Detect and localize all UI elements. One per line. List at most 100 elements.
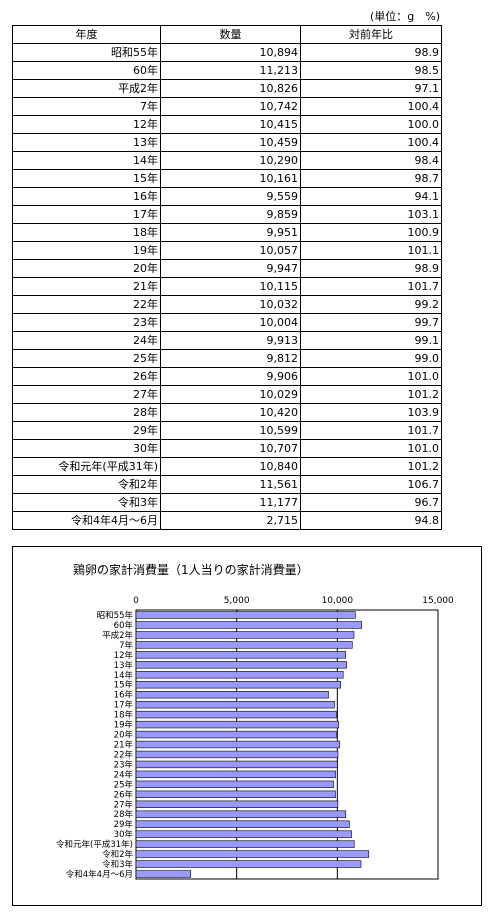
cell-year: 7年: [12, 97, 161, 116]
cell-quantity: 10,742: [160, 97, 301, 116]
bar: [135, 790, 336, 799]
table-row: 25年 9,812 99.0: [12, 349, 442, 368]
cell-year: 16年: [12, 187, 161, 206]
category-label: 30年: [114, 829, 134, 840]
category-label: 令和元年(平成31年): [56, 839, 133, 850]
cell-quantity: 9,947: [160, 259, 301, 278]
bar: [135, 681, 341, 689]
cell-ratio: 94.8: [300, 511, 442, 530]
cell-ratio: 100.9: [300, 223, 442, 242]
table-row: 60年 11,213 98.5: [12, 61, 442, 80]
category-label: 平成2年: [102, 630, 133, 641]
bar: [135, 641, 353, 649]
table-row: 28年 10,420 103.9: [12, 403, 442, 422]
cell-ratio: 94.1: [300, 187, 442, 206]
table-header-row: 年度 数量 対前年比: [12, 25, 442, 44]
cell-ratio: 101.2: [300, 457, 442, 476]
table-row: 令和3年 11,177 96.7: [12, 493, 442, 512]
x-tick-label: 15,000: [422, 596, 454, 606]
cell-ratio: 100.4: [300, 97, 442, 116]
cell-year: 令和元年(平成31年): [12, 457, 161, 476]
bar: [135, 820, 350, 828]
cell-ratio: 100.0: [300, 115, 442, 134]
cell-year: 平成2年: [12, 79, 161, 98]
category-label: 令和2年: [102, 849, 133, 860]
cell-ratio: 98.9: [300, 43, 442, 62]
cell-year: 22年: [12, 295, 161, 314]
table-row: 16年 9,559 94.1: [12, 187, 442, 206]
cell-year: 28年: [12, 403, 161, 422]
table-row: 27年 10,029 101.2: [12, 385, 442, 404]
table-row: 令和4年4月～6月 2,715 94.8: [12, 511, 442, 530]
bar: [135, 830, 352, 838]
cell-year: 令和2年: [12, 475, 161, 494]
cell-quantity: 10,840: [160, 457, 301, 476]
cell-quantity: 10,459: [160, 133, 301, 152]
bar: [135, 631, 355, 639]
table-row: 22年 10,032 99.2: [12, 295, 442, 314]
bar: [135, 651, 346, 659]
cell-quantity: 11,561: [160, 475, 301, 494]
header-ratio: 対前年比: [300, 25, 442, 44]
table-row: 15年 10,161 98.7: [12, 169, 442, 188]
cell-ratio: 100.4: [300, 133, 442, 152]
x-tick-label: 10,000: [322, 596, 354, 606]
category-label: 13年: [114, 660, 134, 671]
table-row: 17年 9,859 103.1: [12, 205, 442, 224]
cell-year: 13年: [12, 133, 161, 152]
table-row: 18年 9,951 100.9: [12, 223, 442, 242]
cell-ratio: 101.7: [300, 421, 442, 440]
table-body: 昭和55年 10,894 98.9 60年 11,213 98.5 平成2年 10,826 97…: [12, 43, 442, 530]
cell-year: 令和4年4月～6月: [12, 511, 161, 530]
bar: [135, 810, 347, 818]
cell-year: 60年: [12, 61, 161, 80]
cell-year: 15年: [12, 169, 161, 188]
category-label: 令和4年4月～6月: [66, 869, 133, 880]
category-label: 19年: [114, 720, 134, 731]
cell-ratio: 101.1: [300, 241, 442, 260]
table-row: 24年 9,913 99.1: [12, 331, 442, 350]
category-label: 25年: [114, 779, 134, 790]
cell-year: 27年: [12, 385, 161, 404]
table-row: 令和2年 11,561 106.7: [12, 475, 442, 494]
category-label: 15年: [114, 680, 134, 691]
category-label: 昭和55年: [97, 610, 134, 621]
header-quantity: 数量: [160, 25, 301, 44]
cell-quantity: 10,415: [160, 115, 301, 134]
category-label: 16年: [114, 690, 134, 701]
cell-year: 26年: [12, 367, 161, 386]
table-row: 26年 9,906 101.0: [12, 367, 442, 386]
cell-ratio: 101.0: [300, 367, 442, 386]
cell-year: 23年: [12, 313, 161, 332]
bar: [135, 700, 335, 709]
cell-quantity: 10,032: [160, 295, 301, 314]
cell-year: 21年: [12, 277, 161, 296]
cell-year: 20年: [12, 259, 161, 278]
x-tick-label: 5,000: [224, 596, 250, 606]
category-label: 24年: [114, 769, 134, 780]
table-row: 平成2年 10,826 97.1: [12, 79, 442, 98]
cell-quantity: 10,115: [160, 277, 301, 296]
cell-ratio: 103.9: [300, 403, 442, 422]
cell-year: 18年: [12, 223, 161, 242]
bar: [135, 800, 339, 808]
table-row: 21年 10,115 101.7: [12, 277, 442, 296]
chart-title: 鶏卵の家計消費量（1人当りの家計消費量）: [73, 563, 309, 577]
bar-chart: 0 5,000 10,000 15,000 昭和55年60年平成2年7年12年13年14…: [56, 596, 454, 880]
cell-year: 30年: [12, 439, 161, 458]
table-row: 20年 9,947 98.9: [12, 259, 442, 278]
category-label: 17年: [114, 700, 134, 711]
cell-year: 25年: [12, 349, 161, 368]
table-row: 令和元年(平成31年) 10,840 101.2: [12, 457, 442, 476]
cell-quantity: 10,161: [160, 169, 301, 188]
cell-ratio: 99.1: [300, 331, 442, 350]
table-row: 29年 10,599 101.7: [12, 421, 442, 440]
cell-quantity: 2,715: [160, 511, 301, 530]
cell-ratio: 98.5: [300, 61, 442, 80]
bar: [135, 840, 355, 848]
bar: [135, 671, 344, 679]
table-row: 昭和55年 10,894 98.9: [12, 43, 442, 62]
category-label: 12年: [114, 650, 134, 661]
category-label: 7年: [119, 640, 133, 651]
table-row: 30年 10,707 101.0: [12, 439, 442, 458]
